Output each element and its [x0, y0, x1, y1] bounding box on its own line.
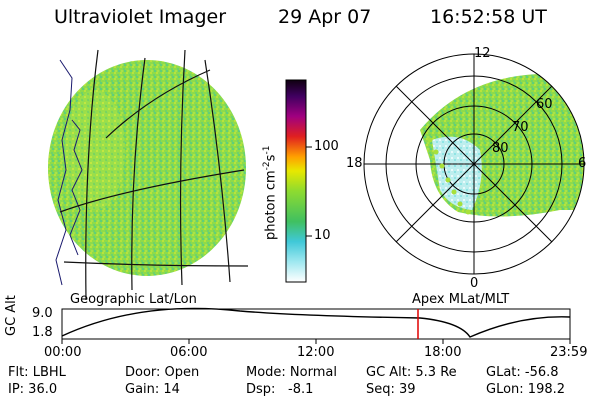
mlt-6-label: 6: [578, 156, 587, 171]
mlt-0-label: 0: [470, 276, 479, 291]
xtick-1200: 12:00: [297, 345, 335, 360]
mlat-60-label: 60: [536, 97, 553, 112]
alt-tick-1-8: 1.8: [32, 325, 53, 340]
gc-alt-axis-label: GC Alt: [4, 295, 19, 336]
xtick-0600: 06:00: [170, 345, 208, 360]
colorbar-tick-10: 10: [314, 228, 331, 243]
colorbar-label: photon cm-2s-1: [262, 145, 279, 240]
alt-tick-9: 9.0: [32, 306, 53, 321]
xtick-1800: 18:00: [424, 345, 462, 360]
xtick-0000: 00:00: [44, 345, 82, 360]
dsp-value: -8.1: [288, 382, 314, 397]
altitude-plot: [61, 307, 571, 344]
geographic-label: Geographic Lat/Lon: [70, 292, 197, 307]
ip-label: IP: 36.0: [8, 382, 58, 397]
xtick-2359: 23:59: [550, 345, 588, 360]
polar-plot: [363, 53, 585, 275]
gc-alt-value: GC Alt: 5.3 Re: [366, 365, 457, 380]
mode-label: Mode: Normal: [246, 365, 337, 380]
mlt-12-label: 12: [474, 46, 491, 61]
seq-value: Seq: 39: [366, 382, 416, 397]
mlt-18-label: 18: [346, 156, 363, 171]
date-label: 29 Apr 07: [278, 6, 372, 28]
mlat-80-label: 80: [492, 141, 509, 156]
time-label: 16:52:58 UT: [430, 6, 547, 28]
colorbar: [285, 79, 312, 283]
instrument-title: Ultraviolet Imager: [54, 6, 227, 28]
apex-label: Apex MLat/MLT: [412, 292, 510, 307]
mlat-70-label: 70: [512, 120, 529, 135]
door-label: Door: Open: [125, 365, 200, 380]
dsp-label: Dsp:: [246, 382, 276, 397]
flt-label: Flt: LBHL: [8, 365, 66, 380]
glon-value: GLon: 198.2: [486, 382, 566, 397]
geographic-image: [48, 49, 249, 301]
colorbar-tick-100: 100: [314, 139, 339, 154]
gain-label: Gain: 14: [125, 382, 180, 397]
glat-value: GLat: -56.8: [486, 365, 559, 380]
